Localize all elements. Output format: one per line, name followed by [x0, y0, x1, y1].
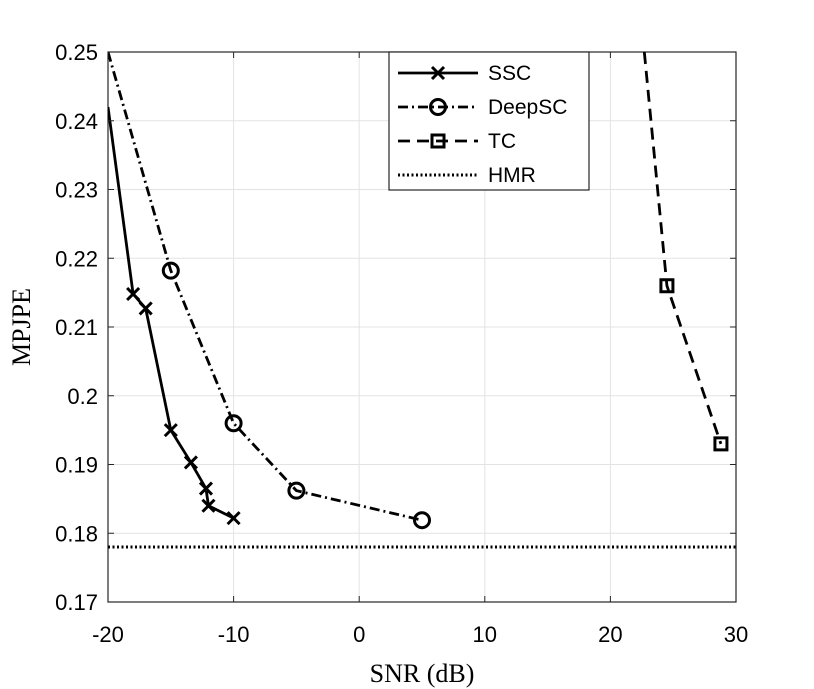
data-point-ssc [183, 455, 198, 470]
y-tick-label: 0.24 [55, 109, 98, 134]
y-tick-label: 0.19 [55, 453, 98, 478]
y-tick-label: 0.21 [55, 315, 98, 340]
y-tick-label: 0.2 [67, 384, 98, 409]
legend-label-deepsc: DeepSC [488, 96, 567, 119]
y-tick-label: 0.17 [55, 590, 98, 615]
x-tick-label: 10 [473, 622, 497, 647]
legend: SSC DeepSC TC HMR [388, 51, 590, 191]
data-point-tc [659, 278, 675, 294]
y-axis-title: MPJPE [7, 288, 36, 366]
legend-item-ssc: SSC [398, 62, 531, 85]
legend-marker-deepsc [429, 98, 447, 116]
legend-marker-tc [430, 133, 446, 149]
legend-label-tc: TC [488, 130, 516, 153]
x-tick-label: -10 [218, 622, 250, 647]
series-line-deepsc [108, 52, 423, 522]
series-markers [126, 261, 729, 530]
x-tick-label: 20 [598, 622, 622, 647]
y-tick-label: 0.23 [55, 178, 98, 203]
legend-item-hmr: HMR [398, 164, 536, 187]
legend-item-deepsc: DeepSC [398, 96, 567, 119]
y-tick-label: 0.22 [55, 246, 98, 271]
data-point-ssc [126, 286, 141, 302]
data-point-ssc [226, 511, 241, 526]
series-line-tc [642, 52, 723, 445]
legend-label-ssc: SSC [488, 62, 531, 85]
legend-marker-ssc [430, 65, 446, 81]
data-point-ssc [138, 301, 153, 316]
legend-label-hmr: HMR [488, 164, 536, 187]
series-line-ssc [108, 106, 235, 520]
data-point-deepsc [413, 511, 431, 530]
data-point-ssc [198, 481, 214, 496]
data-point-deepsc [161, 261, 180, 280]
x-tick-label: 30 [724, 622, 748, 647]
x-tick-label: 0 [353, 622, 365, 647]
y-tick-label: 0.25 [55, 40, 98, 65]
data-point-ssc [201, 498, 216, 513]
tick-labels: -20 -10 0 10 20 30 0.17 0.18 0.19 0.2 0.21 0.22 0.23… [55, 40, 748, 647]
legend-box [388, 51, 590, 191]
legend-item-tc: TC [398, 130, 516, 153]
x-axis-title: SNR (dB) [370, 659, 475, 688]
data-point-deepsc [224, 414, 243, 433]
data-point-tc [713, 436, 729, 452]
y-tick-label: 0.18 [55, 521, 98, 546]
x-tick-label: -20 [92, 622, 124, 647]
data-point-deepsc [287, 481, 306, 500]
data-point-ssc [163, 423, 178, 438]
